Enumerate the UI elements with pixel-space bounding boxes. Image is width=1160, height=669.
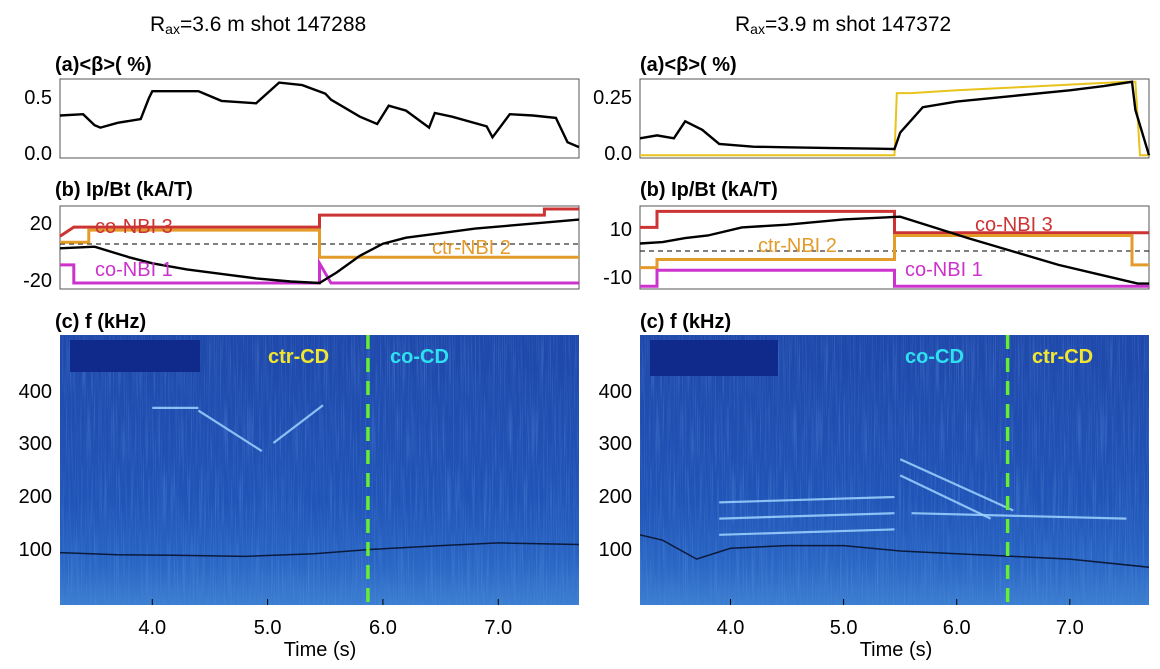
left-c-ytick-300: 300 xyxy=(19,433,52,455)
right-panel-a: (a)<β>( %) 0.25 0.0 xyxy=(593,54,1151,165)
right-xtick-label-2: 6.0 xyxy=(943,617,971,639)
right-mode-2 xyxy=(719,528,895,536)
right-beam-ctr-nbi-2 xyxy=(640,234,1149,270)
right-a-ytick-bottom: 0.0 xyxy=(604,143,632,165)
title-left: Rax=3.6 m shot 147288 xyxy=(150,13,366,37)
left-beam-label-co-nbi-3: co-NBI 3 xyxy=(95,216,173,238)
right-co-cd-label: co-CD xyxy=(905,346,964,368)
right-a-ytick-top: 0.25 xyxy=(593,87,632,109)
right-panel-b: (b) Ip/Bt (kA/T) 10 -10 ctr-NBI 2 co-NBI… xyxy=(603,179,1150,290)
right-beam-label-ctr-nbi-2: ctr-NBI 2 xyxy=(758,235,837,257)
title-right: Rax=3.9 m shot 147372 xyxy=(735,13,951,37)
left-b-ytick-top: 20 xyxy=(30,213,52,235)
left-mode-1 xyxy=(197,409,263,453)
right-c-ytick-300: 300 xyxy=(599,433,632,455)
right-c-ytick-100: 100 xyxy=(599,539,632,561)
left-freq-trace xyxy=(60,542,579,558)
left-beam-co-nbi-3 xyxy=(59,207,579,238)
right-panel-c: (c) f (kHz) co-CD ctr-CD 400 300 200 100… xyxy=(599,311,1149,661)
right-beam-label-co-nbi-3: co-NBI 3 xyxy=(975,214,1053,236)
right-beam-co-nbi-1 xyxy=(640,268,1149,288)
right-panel-b-label: (b) Ip/Bt (kA/T) xyxy=(640,179,778,201)
left-panel-b: (b) Ip/Bt (kA/T) 20 -20 co-NBI 3 ctr-NBI… xyxy=(23,179,580,292)
right-panel-a-label: (a)<β>( %) xyxy=(640,54,737,76)
left-beam-ctr-nbi-2 xyxy=(60,228,579,259)
left-ip-bt-series xyxy=(59,218,580,285)
right-freq-trace xyxy=(640,534,1149,568)
right-c-ytick-400: 400 xyxy=(599,381,632,403)
left-c-ytick-100: 100 xyxy=(19,539,52,561)
left-xtick-label-0: 4.0 xyxy=(138,617,166,639)
left-beam-label-co-nbi-1: co-NBI 1 xyxy=(95,259,173,281)
left-spectrogram-texture xyxy=(60,335,579,605)
right-mode-3 xyxy=(899,474,992,520)
right-spectrogram-texture xyxy=(640,335,1149,605)
left-c-ytick-400: 400 xyxy=(19,381,52,403)
right-beam-co-nbi-3 xyxy=(640,209,1149,235)
left-a-ytick-bottom: 0.0 xyxy=(24,143,52,165)
left-panel-c: (c) f (kHz) ctr-CD co-CD 400 300 200 100… xyxy=(19,311,579,661)
right-c-ytick-200: 200 xyxy=(599,486,632,508)
right-ctr-cd-label: ctr-CD xyxy=(1032,346,1093,368)
right-xtick-label-0: 4.0 xyxy=(717,617,745,639)
left-beam-label-ctr-nbi-2: ctr-NBI 2 xyxy=(432,237,511,259)
right-b-ytick-bottom: -10 xyxy=(603,267,632,289)
right-b-ytick-top: 10 xyxy=(610,219,632,241)
right-xtick-label-3: 7.0 xyxy=(1056,617,1084,639)
left-mode-2 xyxy=(272,404,324,444)
right-mode-1 xyxy=(719,512,895,520)
right-ip-bt-series xyxy=(639,215,1149,285)
left-b-ytick-bottom: -20 xyxy=(23,270,52,292)
right-beta-series-0 xyxy=(639,80,1151,156)
left-beta-series-0 xyxy=(59,81,580,149)
left-x-axis-label: Time (s) xyxy=(284,639,357,661)
right-mode-5 xyxy=(911,512,1127,520)
right-mode-0 xyxy=(719,495,895,504)
left-panel-c-label: (c) f (kHz) xyxy=(55,311,146,333)
left-c-ytick-200: 200 xyxy=(19,486,52,508)
left-spectrogram-mask xyxy=(70,340,200,372)
left-ctr-cd-label: ctr-CD xyxy=(268,346,329,368)
left-co-cd-label: co-CD xyxy=(390,346,449,368)
left-panel-a: (a)<β>( %) 0.5 0.0 xyxy=(24,54,580,165)
left-panel-a-label: (a)<β>( %) xyxy=(55,54,152,76)
right-spectrogram-mask xyxy=(650,340,778,376)
right-beam-label-co-nbi-1: co-NBI 1 xyxy=(905,259,983,281)
left-panel-b-label: (b) Ip/Bt (kA/T) xyxy=(55,179,193,201)
right-mode-4 xyxy=(899,458,1014,512)
left-xtick-label-3: 7.0 xyxy=(484,617,512,639)
right-beta-series-1 xyxy=(640,80,1149,157)
right-xtick-label-1: 5.0 xyxy=(830,617,858,639)
right-panel-c-label: (c) f (kHz) xyxy=(640,311,731,333)
left-xtick-label-2: 6.0 xyxy=(369,617,397,639)
left-a-ytick-top: 0.5 xyxy=(24,87,52,109)
left-xtick-label-1: 5.0 xyxy=(254,617,282,639)
right-x-axis-label: Time (s) xyxy=(860,639,933,661)
